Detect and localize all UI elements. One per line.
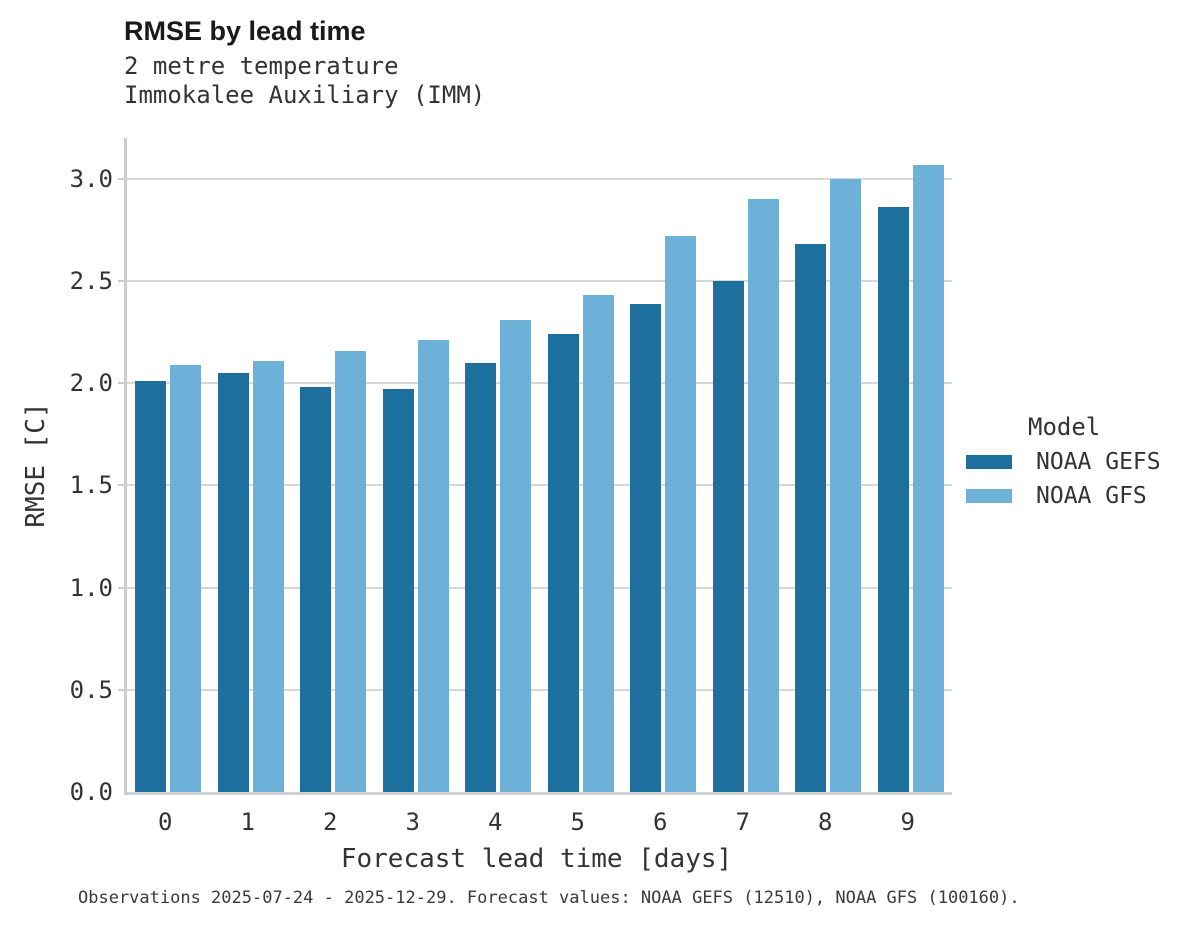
bar-group-lead-4 (457, 138, 540, 792)
y-tick-mark (118, 178, 124, 180)
bar-group-lead-7 (705, 138, 788, 792)
bar-noaa-gefs-lead-8 (795, 244, 827, 792)
gridline (127, 382, 952, 384)
bar-noaa-gfs-lead-0 (170, 365, 202, 792)
bar-noaa-gefs-lead-7 (712, 281, 744, 792)
gridline (127, 689, 952, 691)
bar-group-lead-1 (210, 138, 293, 792)
y-tick-mark (118, 382, 124, 384)
y-tick-mark (118, 587, 124, 589)
y-tick-label: 0.5 (69, 676, 113, 704)
legend-label: NOAA GFS (1036, 483, 1147, 509)
bar-noaa-gefs-lead-5 (547, 334, 579, 792)
chart-title: RMSE by lead time (124, 16, 366, 46)
bar-noaa-gfs-lead-4 (500, 320, 532, 792)
bar-group-lead-6 (622, 138, 705, 792)
caption: Observations 2025-07-24 - 2025-12-29. Fo… (78, 888, 1020, 908)
y-tick-label: 2.0 (69, 369, 113, 397)
bar-group-lead-0 (127, 138, 210, 792)
x-tick-label: 5 (570, 808, 585, 836)
y-tick-label: 1.5 (69, 471, 113, 499)
plot-area: 0.0 0.5 1.0 1.5 2.0 2.5 3.0 (70, 138, 952, 806)
x-tick-label: 7 (735, 808, 750, 836)
gridline (127, 484, 952, 486)
x-tick-label: 9 (900, 808, 915, 836)
bar-noaa-gfs-lead-9 (912, 165, 944, 792)
bar-noaa-gfs-lead-6 (665, 236, 697, 792)
bar-noaa-gfs-lead-3 (417, 340, 449, 792)
legend-entries: NOAA GEFS NOAA GFS (966, 448, 1161, 510)
bar-noaa-gefs-lead-1 (217, 373, 249, 792)
y-tick-label: 0.0 (69, 778, 113, 806)
bar-group-lead-9 (870, 138, 953, 792)
bar-noaa-gefs-lead-0 (135, 381, 167, 792)
bars-layer (127, 138, 952, 792)
legend: Model NOAA GEFS NOAA GFS (966, 412, 1161, 510)
gridline (127, 178, 952, 180)
y-tick-label: 1.0 (69, 574, 113, 602)
gridline (127, 587, 952, 589)
gridline (127, 280, 952, 282)
bar-noaa-gfs-lead-1 (252, 361, 284, 792)
bar-noaa-gfs-lead-8 (830, 179, 862, 792)
legend-label: NOAA GEFS (1036, 449, 1161, 475)
legend-entry: NOAA GEFS (966, 448, 1161, 476)
bar-noaa-gefs-lead-4 (465, 363, 497, 792)
bar-group-lead-8 (787, 138, 870, 792)
y-tick-mark (118, 484, 124, 486)
x-tick-label: 6 (653, 808, 668, 836)
bar-noaa-gefs-lead-9 (877, 207, 909, 792)
x-tick-label: 8 (818, 808, 833, 836)
x-axis-title: Forecast lead time [days] (340, 844, 733, 874)
x-tick-row: 0 1 2 3 4 5 6 7 8 9 (124, 807, 949, 837)
legend-title: Model (1028, 413, 1101, 441)
bar-noaa-gfs-lead-7 (747, 199, 779, 792)
bar-group-lead-2 (292, 138, 375, 792)
chart-subtitle-line1: 2 metre temperature (124, 52, 399, 80)
y-tick-mark (118, 689, 124, 691)
x-tick-label: 2 (323, 808, 338, 836)
legend-swatch-icon (966, 455, 1012, 469)
chart-subtitle-line2: Immokalee Auxiliary (IMM) (124, 81, 486, 109)
x-tick-label: 1 (240, 808, 255, 836)
bar-noaa-gfs-lead-5 (582, 295, 614, 792)
bar-noaa-gfs-lead-2 (335, 351, 367, 792)
bar-group-lead-5 (540, 138, 623, 792)
legend-entry: NOAA GFS (966, 482, 1161, 510)
bar-noaa-gefs-lead-2 (300, 387, 332, 792)
x-tick-label: 3 (405, 808, 420, 836)
legend-swatch-icon (966, 489, 1012, 503)
y-tick-mark (118, 280, 124, 282)
bar-noaa-gefs-lead-3 (382, 389, 414, 792)
bar-noaa-gefs-lead-6 (630, 304, 662, 792)
x-tick-label: 0 (158, 808, 173, 836)
y-axis-title: RMSE [C] (21, 402, 51, 528)
y-tick-label: 2.5 (69, 267, 113, 295)
bar-group-lead-3 (375, 138, 458, 792)
y-tick-label: 3.0 (69, 165, 113, 193)
x-tick-label: 4 (488, 808, 503, 836)
